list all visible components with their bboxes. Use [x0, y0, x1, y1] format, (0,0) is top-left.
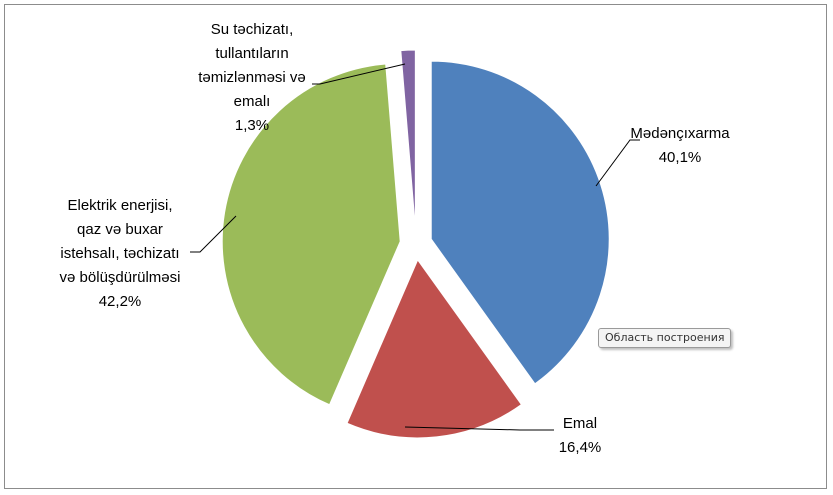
data-label-2: Elektrik enerjisi, qaz və buxar istehsalı,… [60, 197, 181, 310]
data-label-0: Mədənçıxarma 40,1% [630, 125, 730, 166]
data-label-1: Emal 16,4% [559, 415, 602, 456]
leader-line-0 [595, 139, 640, 187]
pie-slice-1[interactable] [346, 258, 523, 439]
pie-slice-3[interactable] [400, 49, 416, 229]
plot-area-tooltip: Область построения [598, 328, 732, 348]
leader-line-1 [404, 426, 554, 431]
leader-line-3 [312, 63, 406, 85]
pie-slice-0[interactable] [430, 60, 610, 385]
pie-slice-2[interactable] [221, 63, 401, 406]
data-label-3: Su təchizatı, tullantıların təmizlənməsi v… [198, 21, 306, 134]
leader-line-2 [190, 215, 237, 253]
